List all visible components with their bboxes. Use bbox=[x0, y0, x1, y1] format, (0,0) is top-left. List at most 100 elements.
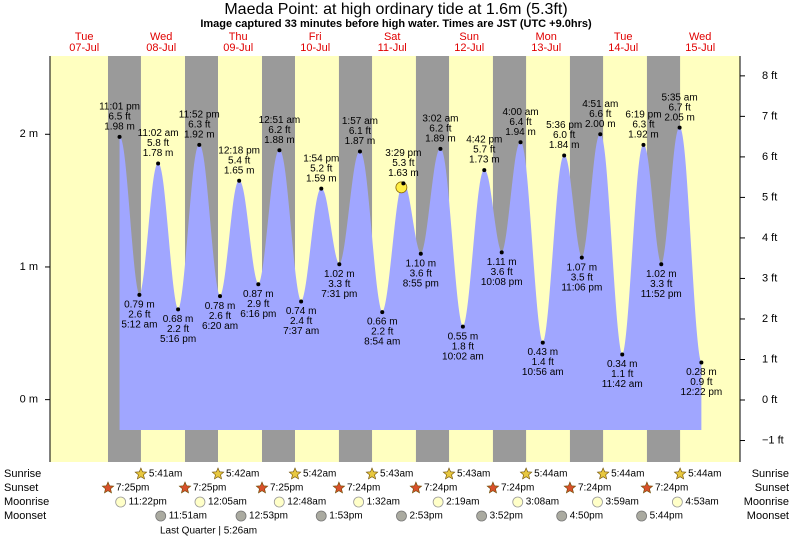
moonset-icon bbox=[315, 510, 327, 522]
tide-height-m: 0.43 m bbox=[527, 347, 558, 358]
tide-point bbox=[579, 255, 584, 260]
date: 10-Jul bbox=[300, 42, 330, 54]
tide-time: 3:29 pm bbox=[385, 148, 421, 159]
tide-height-ft: 3.3 ft bbox=[650, 279, 672, 290]
moonset-icon bbox=[556, 510, 568, 522]
weekday: Sat bbox=[384, 31, 401, 43]
tide-height-m: 1.10 m bbox=[406, 258, 437, 269]
tide-height-m: 1.11 m bbox=[487, 257, 517, 268]
tide-point bbox=[137, 292, 142, 297]
row-time: 7:24pm bbox=[578, 483, 611, 494]
moonset-icon bbox=[155, 510, 167, 522]
tide-point bbox=[401, 181, 406, 186]
y-tick-label: 2 m bbox=[20, 128, 38, 140]
tide-height-ft: 1.8 ft bbox=[452, 341, 474, 352]
tide-height-m: 1.84 m bbox=[549, 140, 580, 151]
weekday: Tue bbox=[614, 31, 633, 43]
moonset-icon bbox=[476, 510, 488, 522]
row-time: 3:08am bbox=[526, 497, 559, 508]
tide-point bbox=[677, 125, 682, 130]
tide-time: 6:20 am bbox=[202, 321, 238, 332]
y2-tick-label: −1 ft bbox=[762, 434, 784, 446]
sunrise-icon bbox=[365, 467, 379, 480]
tide-point bbox=[117, 134, 122, 139]
y2-tick-label: 2 ft bbox=[762, 313, 777, 325]
row-label: Moonset bbox=[747, 510, 789, 522]
tide-point bbox=[499, 250, 504, 255]
row-time: 5:42am bbox=[226, 469, 259, 480]
y2-tick-label: 6 ft bbox=[762, 151, 777, 163]
tide-time: 10:02 am bbox=[442, 351, 484, 362]
tide-time: 1:54 pm bbox=[303, 153, 339, 164]
tide-height-m: 1.02 m bbox=[324, 269, 355, 280]
row-time: 5:41am bbox=[149, 469, 182, 480]
tide-time: 1:57 am bbox=[342, 116, 378, 127]
moonrise-icon bbox=[512, 496, 524, 508]
tide-height-ft: 3.6 ft bbox=[491, 267, 513, 278]
row-time: 7:25pm bbox=[116, 483, 149, 494]
tide-height-ft: 2.9 ft bbox=[247, 299, 269, 310]
row-label: Sunrise bbox=[752, 468, 789, 480]
tide-point bbox=[237, 178, 242, 183]
tide-height-m: 1.07 m bbox=[567, 262, 598, 273]
tide-height-m: 1.88 m bbox=[264, 135, 295, 146]
tide-height-m: 1.94 m bbox=[505, 127, 536, 138]
tide-height-ft: 2.6 ft bbox=[209, 311, 231, 322]
row-time: 2:19am bbox=[446, 497, 479, 508]
tide-point bbox=[418, 251, 423, 256]
row-label: Sunset bbox=[755, 482, 789, 494]
tide-point bbox=[256, 282, 261, 287]
tide-point bbox=[659, 262, 664, 267]
tide-time: 5:12 am bbox=[121, 319, 157, 330]
weekday: Sun bbox=[459, 31, 479, 43]
tide-time: 8:55 pm bbox=[403, 278, 439, 289]
tide-point bbox=[277, 148, 282, 153]
tide-time: 4:51 am bbox=[582, 99, 618, 110]
tide-height-m: 0.78 m bbox=[205, 301, 236, 312]
tide-height-m: 0.66 m bbox=[367, 317, 398, 328]
tide-height-m: 1.98 m bbox=[104, 122, 135, 133]
row-time: 4:53am bbox=[685, 497, 718, 508]
tide-height-ft: 1.4 ft bbox=[532, 357, 554, 368]
tide-height-ft: 0.9 ft bbox=[690, 377, 712, 388]
tide-height-m: 1.87 m bbox=[345, 136, 376, 147]
tide-time: 5:36 pm bbox=[546, 120, 582, 131]
sunrise-icon bbox=[442, 467, 456, 480]
tide-time: 12:22 pm bbox=[681, 387, 723, 398]
sunrise-icon bbox=[519, 467, 533, 480]
row-time: 7:24pm bbox=[501, 483, 534, 494]
tide-height-m: 1.92 m bbox=[628, 130, 659, 141]
tide-height-m: 0.68 m bbox=[163, 314, 194, 325]
weekday: Wed bbox=[689, 31, 711, 43]
row-time: 3:52pm bbox=[490, 511, 523, 522]
chart-subtitle: Image captured 33 minutes before high wa… bbox=[200, 18, 592, 30]
tide-point bbox=[438, 146, 443, 151]
y2-tick-label: 4 ft bbox=[762, 232, 777, 244]
moonset-icon bbox=[636, 510, 647, 522]
tide-time: 5:35 am bbox=[662, 92, 698, 103]
tide-height-m: 0.34 m bbox=[607, 359, 638, 370]
y2-tick-label: 1 ft bbox=[762, 353, 777, 365]
tide-height-ft: 2.4 ft bbox=[290, 316, 312, 327]
sunset-icon bbox=[101, 481, 115, 494]
tide-height-ft: 6.6 ft bbox=[589, 109, 611, 120]
tide-time: 11:42 am bbox=[602, 379, 643, 390]
weekday: Fri bbox=[309, 31, 322, 43]
tide-point bbox=[482, 168, 487, 173]
tide-time: 11:02 am bbox=[138, 128, 179, 139]
tide-height-ft: 6.1 ft bbox=[349, 126, 371, 137]
tide-time: 10:56 am bbox=[522, 367, 564, 378]
row-time: 12:48am bbox=[287, 497, 326, 508]
sunset-icon bbox=[409, 481, 423, 494]
tide-height-m: 1.78 m bbox=[143, 148, 174, 159]
tide-point bbox=[156, 161, 161, 166]
row-time: 1:53pm bbox=[329, 511, 362, 522]
tide-height-m: 0.87 m bbox=[243, 289, 274, 300]
moonset-icon bbox=[235, 510, 247, 522]
tide-height-ft: 6.2 ft bbox=[429, 124, 451, 135]
tide-point bbox=[518, 140, 523, 145]
tide-point bbox=[699, 360, 704, 365]
tide-height-ft: 2.6 ft bbox=[128, 309, 150, 320]
row-time: 5:44am bbox=[688, 469, 721, 480]
tide-height-m: 0.55 m bbox=[448, 331, 479, 342]
